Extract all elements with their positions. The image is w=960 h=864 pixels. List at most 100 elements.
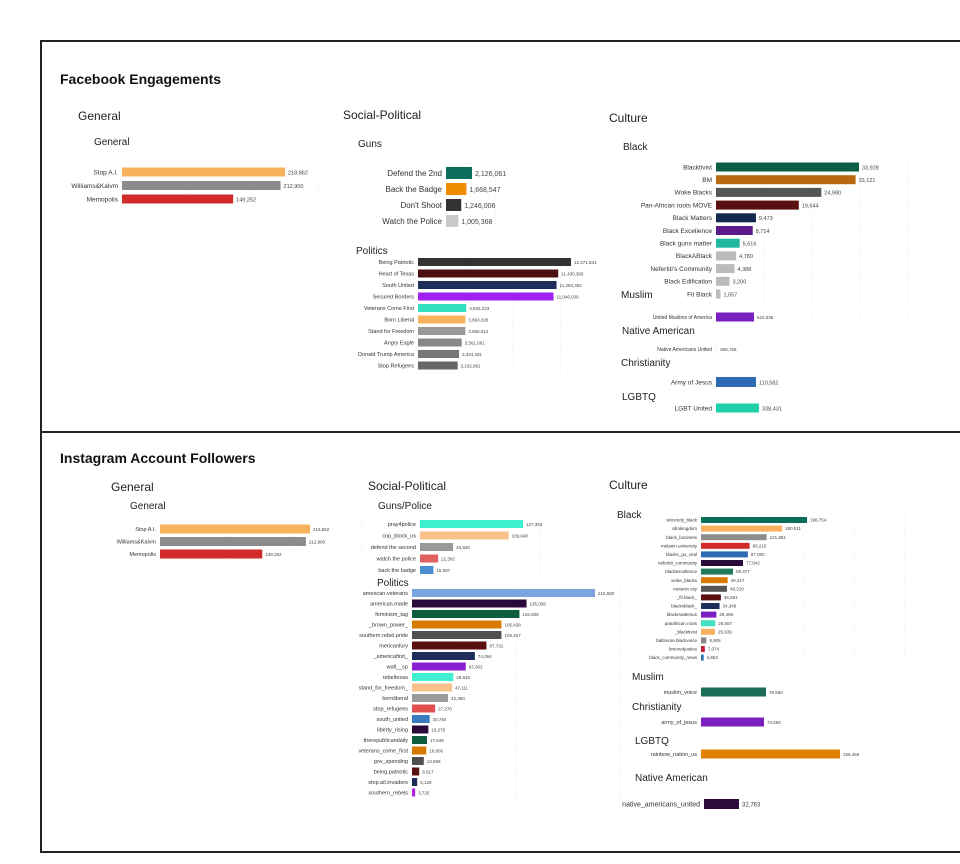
ig_black-category-label: baltimore.blackvoice [656, 638, 697, 643]
ig_black-category-label: blackmattersus [667, 612, 698, 617]
fb_christianity-value-label: 110,582 [759, 380, 778, 386]
fb_guns-bar [446, 183, 467, 195]
fb_muslim-category-label: United Muslims of America [653, 315, 712, 321]
ig_politics-category-label: southern_rebels [369, 790, 409, 796]
fb_christianity-bar [716, 377, 756, 387]
ig-black-chart-title: Black [617, 510, 642, 521]
fb_lgbtq-bar [716, 403, 759, 413]
fb_guns-value-label: 1,005,368 [461, 219, 492, 226]
ig_guns-category-label: pray4police [388, 522, 416, 528]
ig_politics-bar [412, 715, 430, 723]
ig_politics-value-label: 16,806 [429, 748, 443, 753]
fb_politics-bar [418, 315, 466, 324]
ig_politics-bar [412, 673, 454, 681]
ig_politics-value-label: 6,128 [420, 780, 432, 785]
figure-frame [40, 40, 960, 853]
fb_black-category-label: Black Excellence [663, 228, 713, 235]
fb_black-category-label: Nefertiti's Community [650, 266, 712, 273]
ig_politics-value-label: 17,649 [430, 738, 444, 743]
fb_black-value-label: 24,980 [824, 191, 841, 197]
ig_black-category-label: _fit.black_ [676, 595, 698, 600]
ig_politics-value-label: 19,279 [431, 727, 445, 732]
ig_politics-category-label: mericanfury [379, 643, 408, 649]
ig_lgbtq-category-label: rainbow_nation_us [651, 752, 697, 758]
ig_black-category-label: nefertiti_community [658, 561, 698, 566]
ig_politics-value-label: 47,111 [455, 685, 469, 690]
fb_general-category-label: Williams&Kalvm [71, 183, 118, 190]
ig_black-bar [701, 568, 733, 575]
ig_black-value-label: 9,905 [709, 638, 721, 643]
ig_politics-bar [412, 704, 436, 713]
fb_guns-value-label: 2,126,061 [475, 171, 506, 178]
ig_politics-value-label: 87,731 [489, 643, 503, 648]
ig_general-bar [160, 537, 306, 546]
fb_black-value-label: 19,644 [802, 203, 819, 209]
ig_black-value-label: 121,881 [770, 535, 787, 540]
fb_politics-bar [418, 269, 559, 278]
ig_politics-value-label: 105,427 [504, 633, 521, 638]
ig_black-category-label: black_business [666, 535, 698, 540]
fb-culture-header: Culture [609, 111, 648, 125]
fb_black-value-label: 33,928 [862, 165, 879, 171]
ig_politics-category-label: gov_spending [374, 759, 408, 765]
fb_black-category-label: Fit Black [687, 291, 713, 298]
ig_black-bar [701, 594, 721, 601]
fb_black-bar [716, 200, 799, 210]
ig_general-value-label: 149,252 [265, 552, 282, 557]
ig_black-bar [701, 603, 720, 609]
ig_guns-value-label: 16,597 [436, 568, 450, 573]
ig_general-category-label: Williams&Kalvm [117, 539, 157, 545]
ig_politics-value-label: 27,270 [438, 706, 452, 711]
ig_politics-value-label: 13,898 [427, 759, 441, 764]
fb-guns-chart-title: Guns [358, 139, 382, 150]
fb_general-value-label: 212,900 [284, 184, 304, 190]
ig-general-header: General [111, 480, 154, 494]
ig_politics-category-label: veterans_come_first [358, 748, 408, 754]
fb_black-bar [716, 187, 822, 197]
ig_native-value-label: 32,763 [742, 802, 761, 808]
fb_black-value-label: 33,121 [859, 178, 876, 184]
ig_politics-bar [412, 725, 429, 734]
ig-politics-chart-title: Politics [377, 578, 409, 589]
ig_politics-bar [412, 610, 520, 618]
ig_guns-category-label: defend the second [371, 545, 416, 551]
ig_politics-category-label: feminism_tag [375, 612, 408, 618]
fb_politics-value-label: 3,933,223 [469, 306, 490, 311]
fb_black-value-label: 3,200 [732, 280, 746, 286]
fb_guns-category-label: Back the Badge [386, 185, 443, 194]
fb_guns-category-label: Defend the 2nd [387, 169, 442, 178]
ig_politics-bar [412, 694, 448, 702]
fb_black-bar [716, 289, 721, 299]
fb_muslim-bar [716, 312, 754, 322]
ig_black-value-label: 59,377 [736, 569, 750, 574]
fb_guns-category-label: Don't Shoot [400, 201, 442, 210]
ig_politics-bar [412, 746, 427, 755]
ig-guns-chart-title: Guns/Police [378, 501, 432, 512]
fb_guns-bar [446, 215, 459, 227]
fb_politics-bar [418, 327, 466, 335]
ig_black-category-label: _blacktivist [674, 629, 698, 634]
fb_lgbtq-category-label: LGBT United [675, 405, 713, 412]
ig_politics-bar [412, 736, 427, 744]
fb_black-category-label: BM [702, 177, 712, 184]
ig_politics-category-label: stop.all.invaders [368, 780, 408, 786]
ig_christianity-bar [701, 717, 764, 727]
ig_black-bar [701, 517, 807, 523]
ig_politics-category-label: therepublicandaily [364, 738, 409, 744]
ig_politics-bar [412, 683, 452, 692]
ig_politics-category-label: stop_refugees [373, 706, 408, 712]
fb_politics-value-label: 3,232,861 [461, 363, 482, 368]
ig_guns-category-label: watch the police [376, 556, 416, 562]
ig_black-bar [701, 551, 748, 558]
ig-culture-header: Culture [609, 478, 648, 492]
ig_black-category-label: blackexcellence [665, 569, 697, 574]
ig_black-value-label: 28,466 [719, 612, 733, 617]
ig_black-category-label: bmore4justice [669, 647, 698, 652]
ig_politics-bar [412, 788, 416, 797]
fb_general-bar [122, 167, 285, 177]
ig_politics-category-label: liberty_rising [377, 727, 408, 733]
ig_muslim-value-label: 76,560 [769, 690, 783, 695]
ig_guns-bar [420, 531, 509, 540]
ig-social-header: Social-Political [368, 479, 447, 493]
